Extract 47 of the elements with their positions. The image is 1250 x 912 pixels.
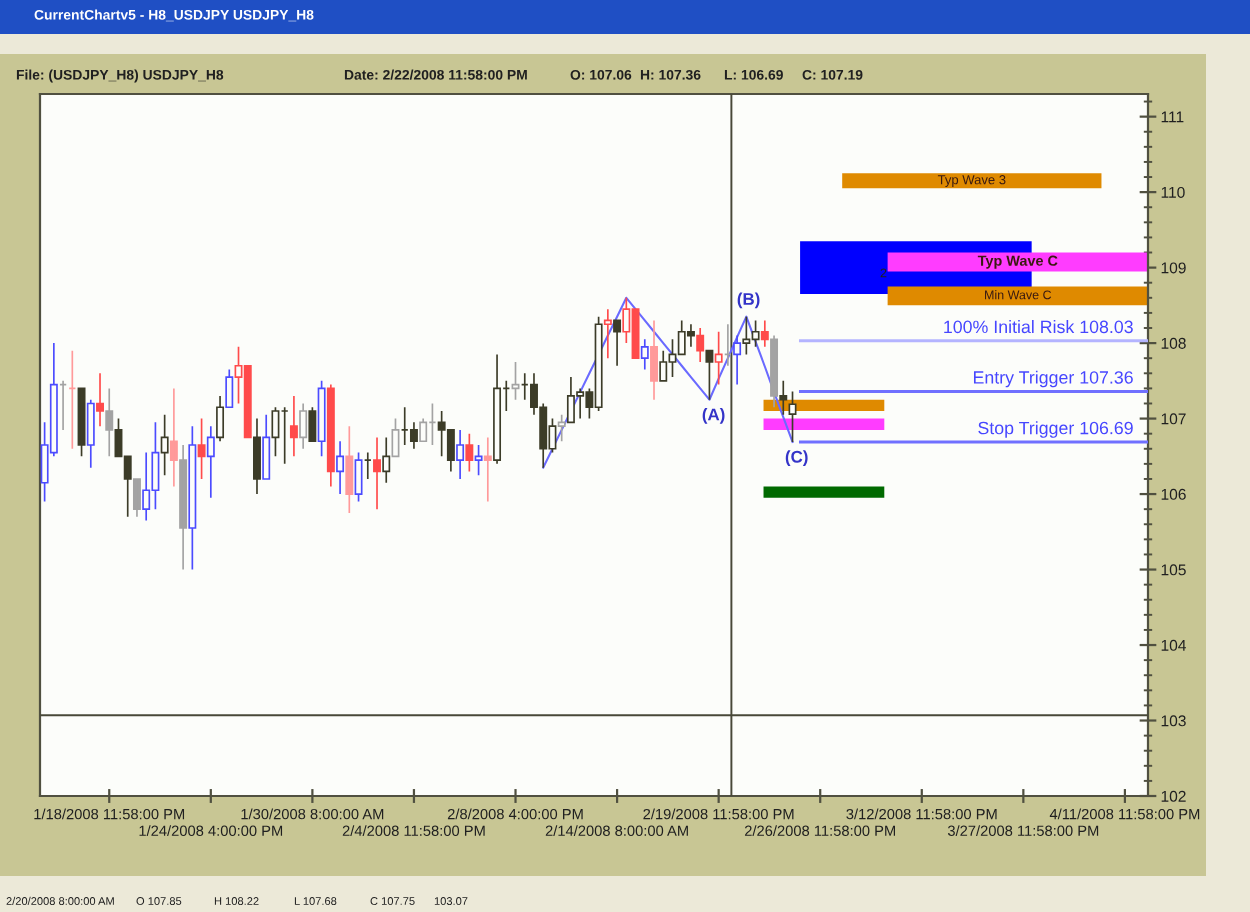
candlestick <box>188 425 197 571</box>
candlestick <box>779 380 788 416</box>
ref-line-label: Entry Trigger 107.36 <box>973 370 1133 388</box>
candlestick <box>96 372 104 427</box>
candlestick <box>197 417 206 480</box>
candlestick <box>373 436 381 510</box>
candlestick <box>299 402 308 450</box>
candlestick <box>511 361 520 401</box>
annotation: (C) <box>785 450 808 467</box>
candlestick <box>760 319 769 348</box>
candlestick <box>86 398 95 469</box>
candlestick <box>105 387 114 458</box>
candlestick <box>262 413 271 480</box>
candlestick <box>474 444 483 477</box>
candlestick <box>308 406 317 443</box>
candlestick <box>456 429 465 480</box>
candlestick <box>770 334 779 409</box>
annotation: (B) <box>737 292 760 309</box>
candlestick <box>68 349 77 450</box>
candlestick <box>253 417 261 495</box>
candlestick <box>714 330 723 386</box>
candlestick <box>326 383 335 488</box>
candlestick <box>696 327 705 363</box>
candlestick <box>289 395 298 458</box>
candlestick <box>788 390 797 443</box>
candlestick <box>465 432 474 473</box>
candlestick <box>705 349 714 401</box>
candlestick <box>640 338 649 371</box>
candlestick <box>59 380 68 431</box>
candlestick <box>132 478 141 518</box>
candlestick <box>77 387 86 458</box>
candlestick <box>686 323 695 348</box>
candlestick <box>169 387 178 488</box>
candlestick <box>354 451 363 503</box>
candlestick <box>179 444 188 571</box>
ref-line-label: 100% Initial Risk 108.03 <box>944 320 1133 334</box>
candlestick <box>317 380 326 458</box>
candlestick <box>650 319 658 401</box>
candlestick <box>483 436 492 503</box>
ref-line-label: Stop Trigger 106.69 <box>978 421 1133 438</box>
candlestick <box>345 425 354 514</box>
candlestick <box>723 323 732 367</box>
candlestick <box>363 451 372 480</box>
candlestick <box>613 319 622 367</box>
candlestick <box>336 440 345 495</box>
annotation: (A) <box>702 408 725 424</box>
candlestick <box>493 353 502 465</box>
